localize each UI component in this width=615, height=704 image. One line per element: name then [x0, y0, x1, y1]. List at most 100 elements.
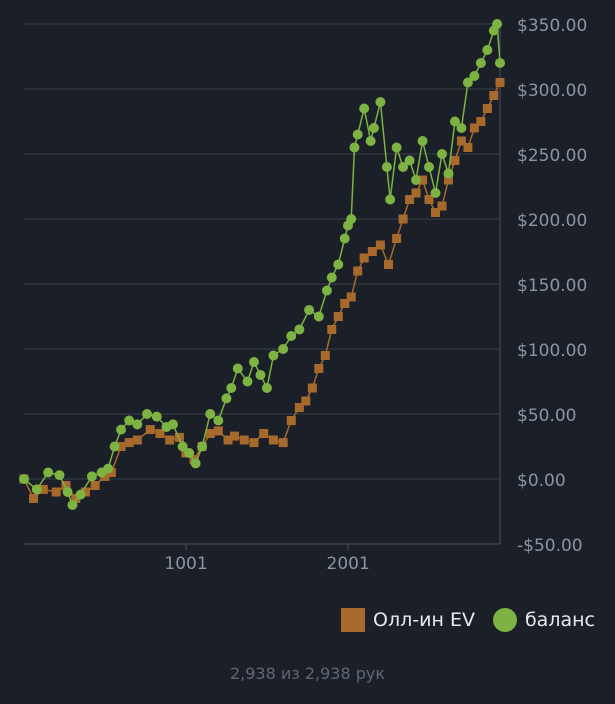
series-2-point [417, 136, 428, 146]
series-2-point [349, 142, 360, 153]
series-2-point [213, 415, 224, 426]
series-2-point [436, 149, 447, 159]
legend-item-series-2[interactable]: баланс [492, 608, 595, 632]
legend-label-series-2: баланс [524, 609, 595, 631]
series-1-point [116, 442, 126, 451]
series-2-point [456, 123, 467, 133]
legend: Олл-ин EV баланс [341, 608, 595, 632]
series-2-point [404, 155, 415, 166]
series-2-point [321, 285, 332, 296]
series-1-point [443, 175, 453, 185]
series-2-point [67, 500, 78, 510]
series-1-point [346, 292, 356, 302]
series-2-point [248, 357, 259, 367]
series-2-point [54, 470, 65, 481]
series-2-point [86, 471, 97, 482]
series-2-point [278, 344, 289, 354]
series-1-point [398, 214, 408, 224]
series-2-point [333, 259, 344, 270]
series-1-point [489, 91, 499, 100]
series-2-point [19, 474, 29, 484]
series-2-point [359, 103, 370, 114]
series-1-point [418, 175, 428, 185]
series-2-point [313, 311, 324, 322]
legend-item-series-1[interactable]: Олл-ин EV [341, 608, 475, 632]
series-2-point [352, 129, 363, 140]
series-1-point [314, 364, 324, 373]
series-2-point [492, 19, 503, 29]
series-1-point [424, 195, 434, 204]
series-1-point [100, 471, 110, 481]
series-1-point [223, 435, 233, 445]
series-2-point [116, 424, 127, 435]
series-1-point [392, 234, 402, 243]
series-2-point [190, 458, 201, 469]
series-1-point [268, 435, 278, 445]
series-2-point [286, 331, 297, 341]
series-2-point [62, 487, 73, 497]
series-2-point [475, 58, 486, 68]
hands-count-footer: 2,938 из 2,938 рук [229, 664, 386, 683]
series-2-point [381, 162, 392, 172]
y-tick-label: $300.00 [517, 81, 587, 101]
series-1-point [301, 396, 311, 406]
y-tick-label: -$50.00 [517, 536, 583, 556]
series-2-point [103, 463, 114, 474]
series-1-point [495, 78, 505, 87]
series-1-point [469, 123, 479, 133]
series-2-point [368, 123, 379, 133]
series-2-point [346, 214, 357, 224]
series-2-point [197, 441, 208, 452]
series-1-point [230, 431, 240, 441]
series-2-point [167, 419, 178, 430]
series-1-point [437, 201, 447, 211]
series-1-point [482, 104, 492, 113]
series-2-point [375, 97, 386, 107]
series-2-point [411, 175, 422, 185]
series-2-point [469, 71, 480, 81]
series-2-point [75, 489, 86, 500]
series-2-point [151, 411, 162, 422]
series-1-point [213, 426, 223, 436]
series-2-point [132, 419, 143, 430]
y-tick-label: $200.00 [517, 211, 587, 231]
series-2-point [261, 383, 272, 393]
series-2-point [177, 441, 188, 452]
series-1-point [286, 416, 296, 425]
y-tick-label: $350.00 [517, 16, 587, 36]
series-2-point [339, 233, 350, 244]
series-1-point [155, 429, 165, 438]
series-1-point [476, 117, 486, 126]
square-marker-icon [341, 608, 366, 632]
series-2-point [462, 77, 473, 88]
series-2-point [385, 194, 396, 205]
series-2-point [304, 305, 315, 315]
series-2-point [398, 162, 409, 172]
series-1-point [249, 438, 259, 448]
series-1-point [327, 325, 337, 334]
series-1-point [106, 468, 116, 477]
series-1-point [145, 425, 155, 435]
series-1-point [450, 156, 460, 165]
series-1-point [61, 481, 71, 490]
series-1-point [29, 494, 39, 503]
series-2-point [184, 448, 195, 458]
series-1-point [359, 253, 369, 263]
series-1-point [278, 438, 288, 448]
series-2-point [242, 376, 253, 387]
series-1-point [124, 438, 134, 448]
series-1-point [205, 429, 215, 438]
series-1-point [456, 136, 466, 146]
series-1-point [294, 403, 304, 412]
series-1-point [307, 383, 317, 393]
series-2-point [142, 409, 153, 419]
series-2-point [482, 45, 493, 55]
series-1-point [38, 484, 48, 494]
y-tick-label: $250.00 [517, 146, 587, 166]
series-2-point [232, 363, 243, 374]
series-2-point [430, 188, 441, 198]
series-2-point [31, 484, 42, 495]
legend-label-series-1: Олл-ин EV [373, 609, 475, 631]
circle-marker-icon [492, 608, 517, 632]
